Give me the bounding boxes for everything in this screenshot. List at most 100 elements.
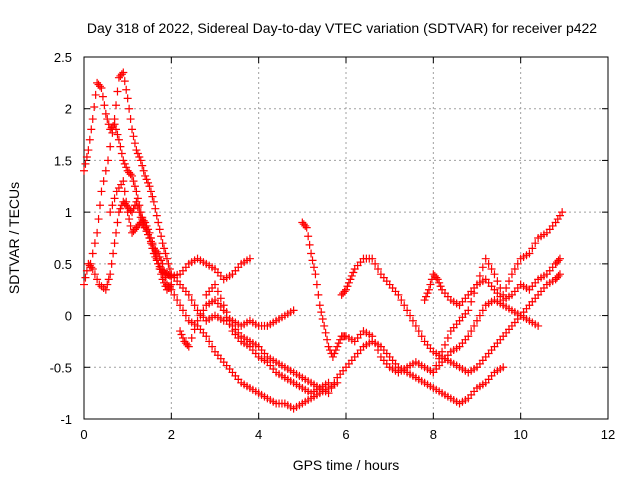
data-point: [110, 115, 119, 124]
x-axis-title: GPS time / hours: [293, 457, 400, 473]
data-point: [97, 84, 106, 93]
series-track-9: [420, 254, 564, 310]
data-point: [141, 171, 150, 180]
data-point: [96, 82, 105, 91]
data-point: [119, 68, 128, 77]
data-point: [112, 125, 121, 134]
data-point: [202, 332, 211, 341]
data-point: [371, 339, 380, 348]
data-point: [558, 208, 567, 217]
data-point: [157, 256, 166, 265]
data-point: [349, 268, 358, 277]
y-tick-label: 0.5: [54, 257, 72, 272]
data-point: [96, 201, 105, 210]
data-point: [139, 221, 148, 230]
data-point: [155, 225, 164, 234]
data-point: [173, 296, 182, 305]
y-tick-label: 2: [65, 102, 72, 117]
x-tick-label: 12: [601, 427, 615, 442]
data-point: [99, 177, 108, 186]
series-track-10: [429, 208, 567, 377]
data-point: [304, 232, 313, 241]
series-track-6: [202, 280, 508, 408]
data-point: [149, 197, 158, 206]
data-point: [181, 311, 190, 320]
data-point: [114, 208, 123, 217]
data-point: [93, 275, 102, 284]
x-tick-label: 2: [168, 427, 175, 442]
data-point: [473, 316, 481, 325]
data-point: [347, 271, 356, 280]
data-point: [114, 135, 123, 144]
data-point: [420, 296, 429, 305]
data-point: [123, 208, 132, 217]
data-point: [342, 285, 350, 294]
data-point: [136, 156, 145, 165]
data-point: [334, 339, 343, 348]
data-point: [122, 163, 131, 172]
data-point: [499, 363, 508, 372]
data-point: [117, 180, 126, 189]
data-point: [484, 259, 493, 268]
data-point: [487, 265, 496, 274]
y-tick-labels: -1 -0.5 0 0.5 1 1.5 2 2.5: [50, 50, 72, 427]
data-point: [307, 249, 316, 258]
data-point: [126, 170, 135, 179]
data-point: [403, 306, 412, 315]
data-point: [324, 342, 333, 351]
data-point: [525, 249, 534, 258]
data-point: [555, 211, 564, 220]
data-point: [481, 254, 490, 263]
data-point: [132, 197, 141, 206]
data-point: [128, 125, 137, 134]
data-point: [301, 221, 310, 230]
data-point: [443, 333, 452, 342]
x-tick-labels: 0 2 4 6 8 10 12: [80, 427, 615, 442]
data-point: [193, 316, 202, 325]
x-tick-label: 4: [255, 427, 262, 442]
data-point: [107, 259, 116, 268]
data-point: [88, 249, 97, 258]
data-point: [142, 175, 151, 184]
data-point: [178, 306, 187, 315]
data-point: [368, 254, 377, 263]
data-point: [126, 115, 135, 124]
data-point: [513, 259, 522, 268]
data-point: [323, 335, 332, 344]
data-point: [103, 280, 112, 289]
data-point: [145, 234, 154, 242]
data-point: [114, 184, 123, 193]
y-tick-label: 1.5: [54, 153, 72, 168]
data-point: [155, 252, 164, 261]
data-point: [160, 244, 169, 253]
data-point: [328, 352, 337, 361]
data-point: [80, 280, 88, 289]
data-point: [318, 315, 327, 324]
data-point: [161, 273, 170, 282]
data-point: [146, 237, 155, 246]
data-point: [211, 280, 219, 289]
data-point: [426, 280, 435, 289]
data-point: [167, 285, 176, 294]
data-point: [436, 282, 445, 291]
data-point: [199, 306, 208, 315]
data-point: [104, 275, 113, 284]
data-point: [371, 259, 380, 268]
data-point: [493, 277, 502, 286]
data-point: [245, 254, 254, 263]
data-point: [130, 139, 139, 148]
data-point: [464, 306, 473, 315]
data-point: [368, 332, 377, 341]
data-point: [97, 187, 106, 196]
data-point: [411, 321, 420, 330]
data-point: [502, 283, 511, 292]
data-point: [110, 239, 119, 248]
data-point: [108, 128, 117, 137]
data-point: [100, 101, 109, 110]
data-point: [187, 296, 196, 305]
data-point: [101, 109, 110, 118]
data-point: [86, 259, 95, 268]
data-point: [91, 90, 100, 99]
